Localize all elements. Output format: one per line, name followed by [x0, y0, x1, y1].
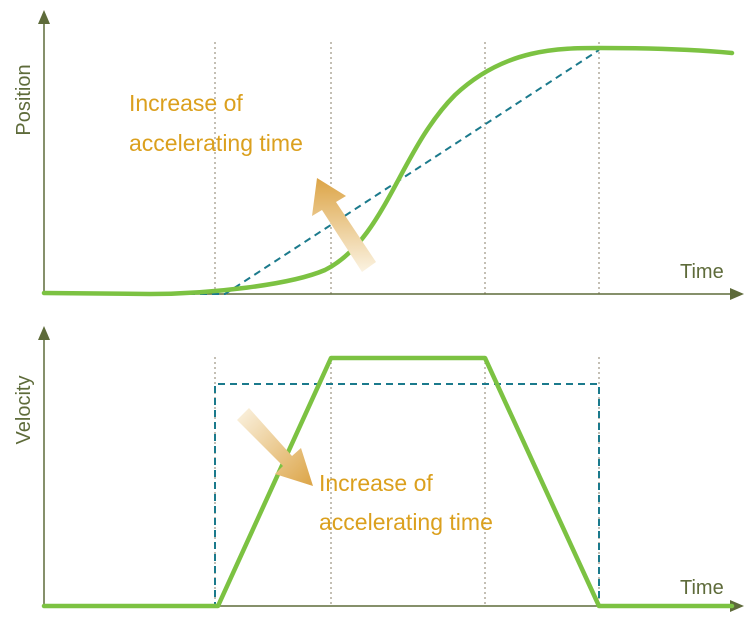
velocity-annotation-line2: accelerating time	[319, 509, 493, 535]
velocity-annotation-arrow	[237, 408, 313, 486]
position-annotation-line1: Increase of	[129, 90, 243, 116]
position-panel: Position Time Increase of accelerating t…	[13, 10, 744, 300]
velocity-time-label: Time	[680, 577, 724, 599]
velocity-annotation-line1: Increase of	[319, 470, 433, 496]
velocity-y-axis-arrowhead	[38, 326, 50, 340]
velocity-solid-curve	[41, 355, 735, 609]
velocity-x-axis-arrowhead	[730, 600, 744, 612]
position-axis-label: Position	[13, 64, 35, 135]
position-x-axis-arrowhead	[730, 288, 744, 300]
position-annotation-line2: accelerating time	[129, 130, 303, 156]
velocity-panel: Velocity Time Increase of accelerating t…	[13, 326, 744, 612]
position-y-axis-arrowhead	[38, 10, 50, 24]
velocity-axis-label: Velocity	[13, 376, 35, 445]
position-annotation-arrow	[312, 178, 376, 272]
position-guide-lines	[214, 42, 600, 294]
position-solid-curve	[41, 45, 735, 297]
position-time-label: Time	[680, 261, 724, 283]
position-dashed-curve	[44, 49, 600, 295]
